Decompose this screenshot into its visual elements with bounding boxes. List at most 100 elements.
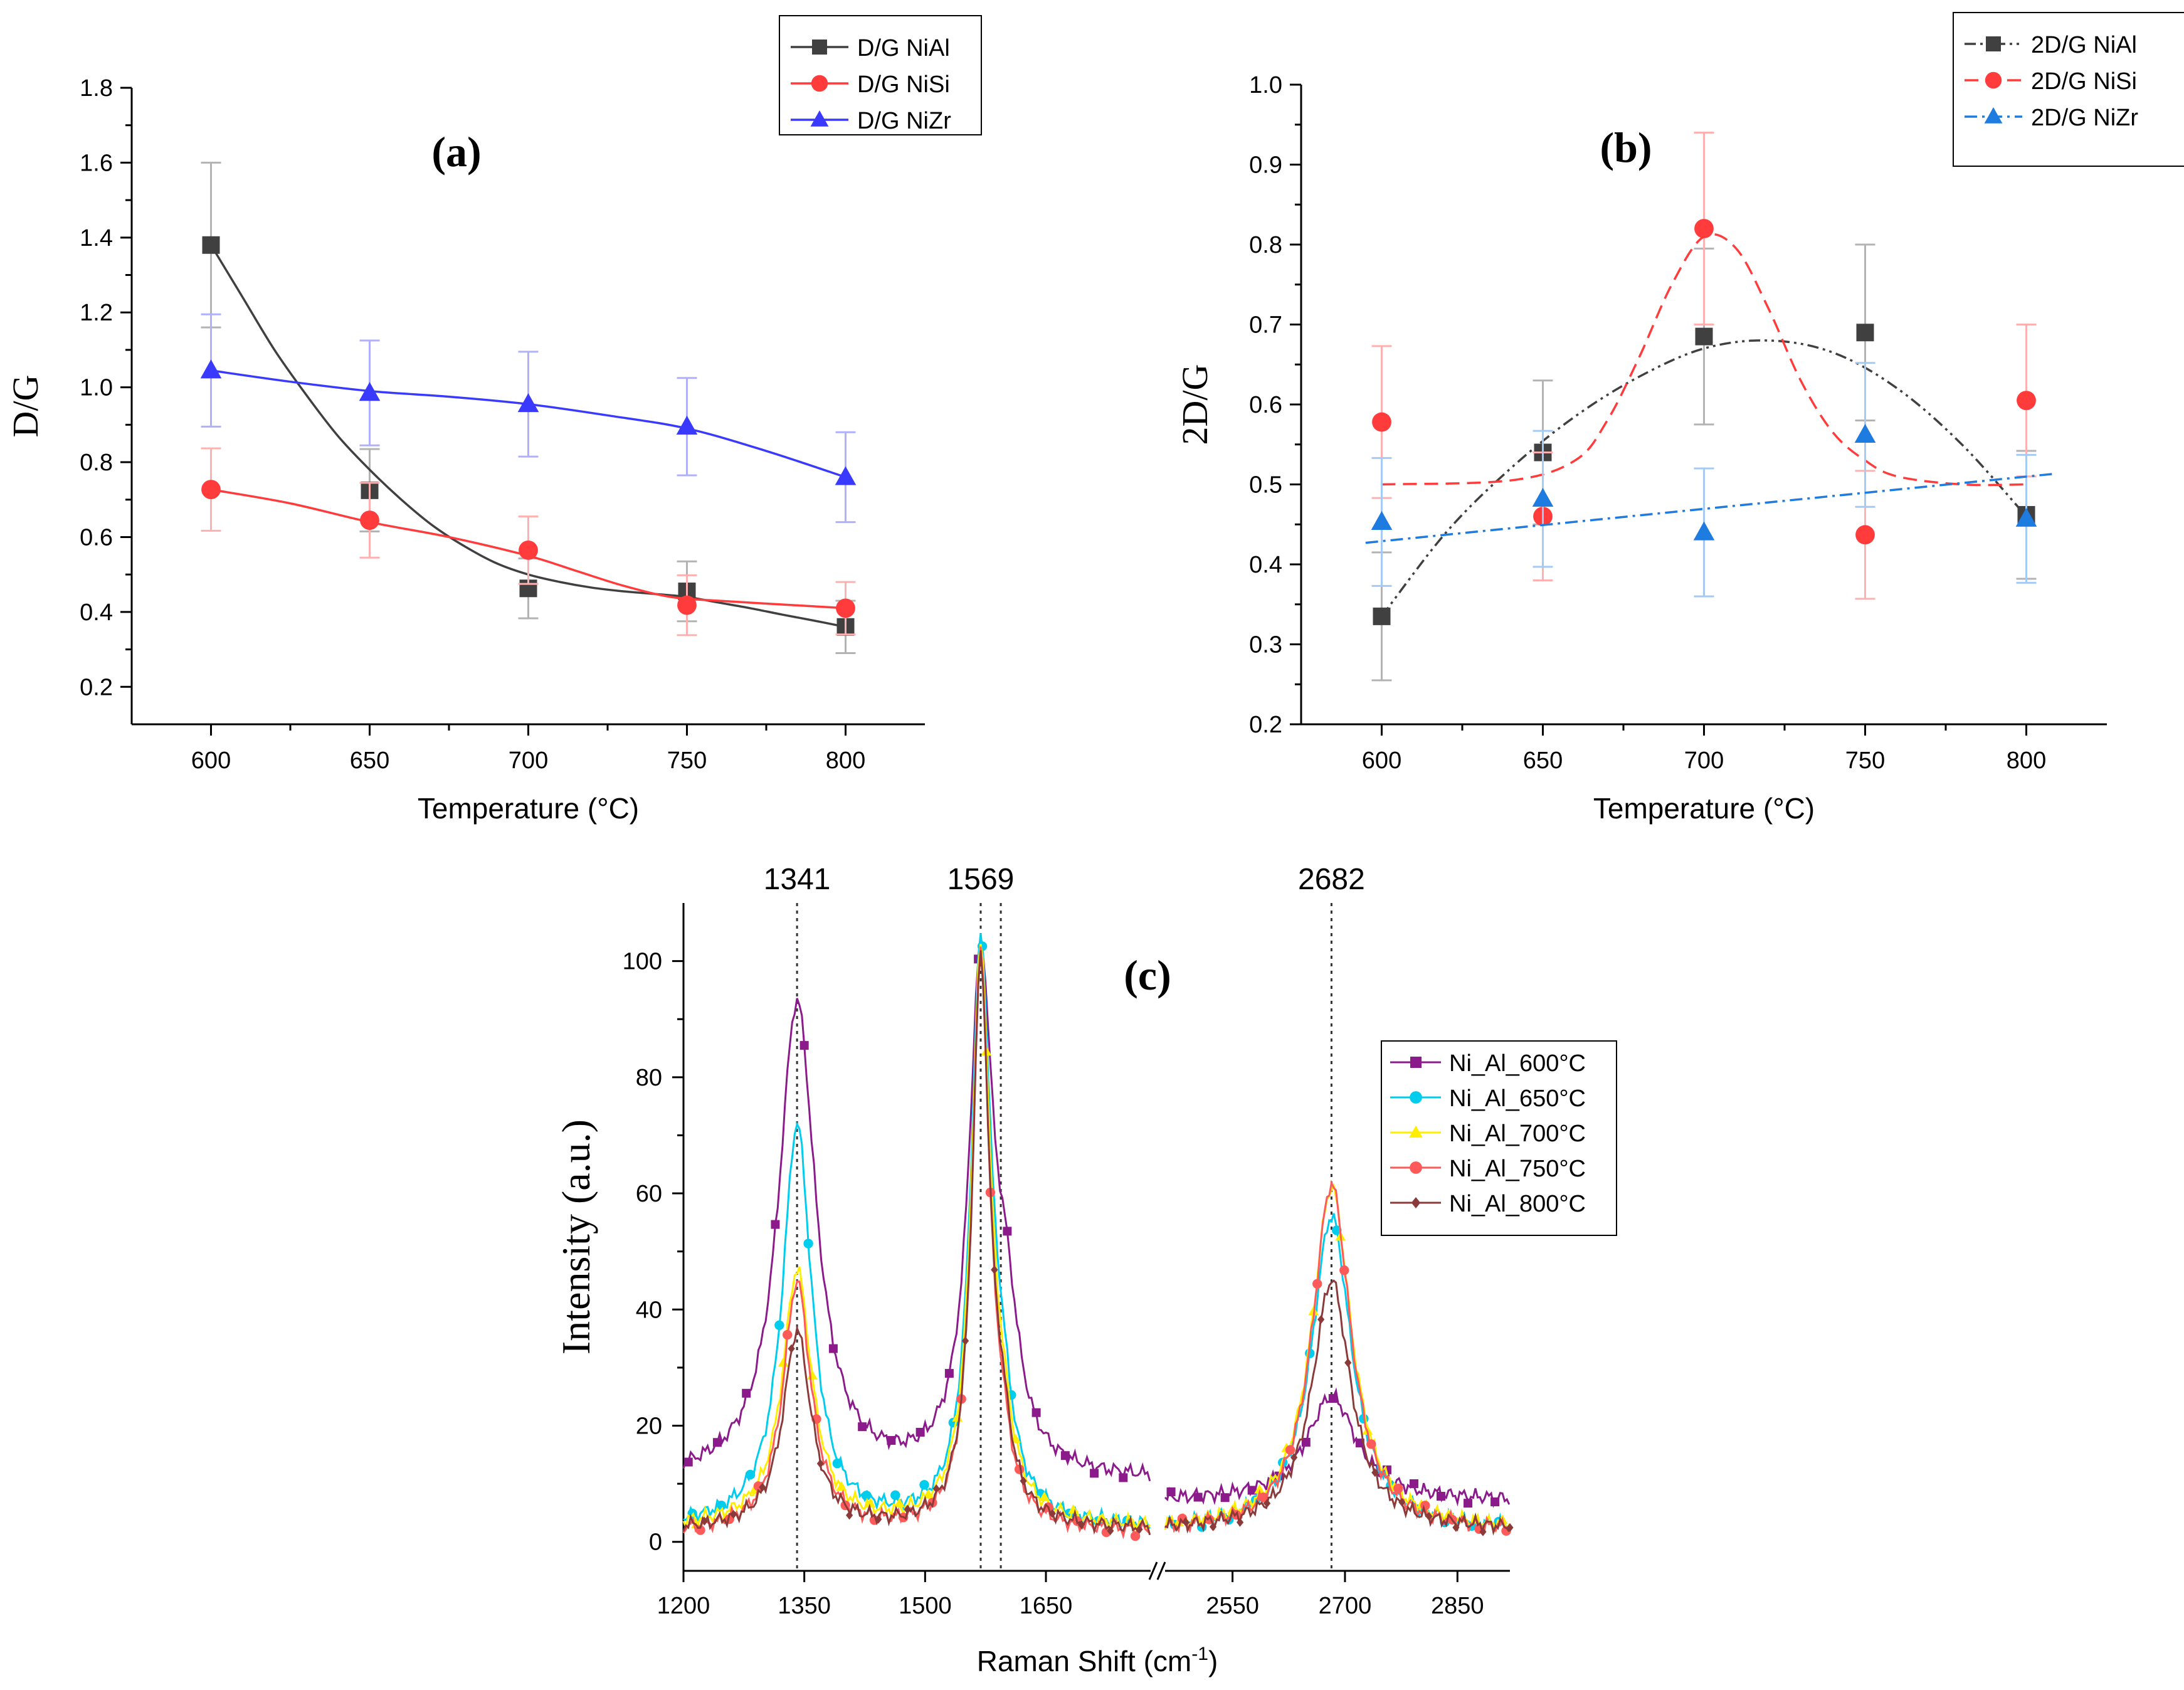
y-tick-label: 20 bbox=[636, 1413, 662, 1439]
spectrum-marker bbox=[944, 1369, 954, 1378]
legend-marker bbox=[1984, 107, 2003, 124]
series-2d-g-nizr bbox=[1365, 362, 2052, 598]
panel-c: 1200 1350 1500 1650 2550 2700 2850 0 20 40 60 80 100… bbox=[554, 863, 1617, 1677]
spectrum-marker bbox=[991, 1265, 998, 1274]
legend-marker bbox=[1986, 36, 2001, 51]
spectrum-marker bbox=[712, 1438, 722, 1447]
y-tick-label: 0 bbox=[649, 1529, 662, 1556]
spectrum-marker bbox=[923, 1489, 934, 1499]
spectrum-marker bbox=[865, 1497, 876, 1508]
x-tick-label: 800 bbox=[826, 747, 865, 774]
spectrum-marker bbox=[742, 1388, 751, 1398]
data-point bbox=[677, 595, 697, 615]
y-tick-label: 0.9 bbox=[1249, 152, 1282, 179]
legend-label: 2D/G NiAl bbox=[2031, 32, 2137, 58]
x-axis-label-main: Raman Shift (cm bbox=[977, 1645, 1192, 1677]
legend-label: D/G NiAl bbox=[857, 35, 950, 61]
legend-label: Ni_Al_650°C bbox=[1449, 1085, 1586, 1112]
data-point bbox=[1856, 324, 1874, 342]
x-tick-label: 2700 bbox=[1319, 1593, 1372, 1619]
legend-marker bbox=[810, 110, 829, 127]
spectrum-marker bbox=[1060, 1451, 1070, 1460]
spectrum-marker bbox=[904, 1505, 911, 1514]
spectrum-marker bbox=[1097, 1513, 1108, 1523]
y-tick-label: 0.4 bbox=[1249, 552, 1282, 578]
spectrum-marker bbox=[1263, 1499, 1271, 1508]
y-tick-label: 0.8 bbox=[80, 450, 113, 476]
spectrum-marker bbox=[858, 1422, 867, 1432]
series-2d-g-nisi bbox=[1371, 132, 2037, 600]
spectrum-marker bbox=[1039, 1491, 1050, 1501]
spectrum-marker bbox=[1393, 1483, 1403, 1494]
legend-label: Ni_Al_700°C bbox=[1449, 1121, 1586, 1147]
spectrum-line bbox=[1164, 1387, 1511, 1508]
legend-label: Ni_Al_750°C bbox=[1449, 1156, 1586, 1182]
spectrum-marker bbox=[759, 1482, 766, 1492]
legend: 2D/G NiAl 2D/G NiSi 2D/G NiZr bbox=[1953, 12, 2184, 167]
y-axis-label: Intensity (a.u.) bbox=[554, 1119, 598, 1355]
data-point bbox=[1854, 423, 1876, 443]
y-tick-label: 1.0 bbox=[1249, 72, 1282, 98]
spectrum-marker bbox=[1048, 1509, 1056, 1518]
x-tick-label: 1350 bbox=[778, 1593, 831, 1619]
legend: D/G NiAl D/G NiSi D/G NiZr bbox=[779, 15, 982, 135]
spectrum-marker bbox=[1130, 1531, 1141, 1541]
panel-title: (b) bbox=[1600, 124, 1652, 171]
spectrum-marker bbox=[1031, 1408, 1041, 1417]
spectrum-marker bbox=[716, 1500, 727, 1511]
spectrum-line bbox=[1164, 1279, 1511, 1536]
data-point bbox=[201, 480, 221, 500]
fit-curve bbox=[1381, 339, 2027, 617]
peak-label: 1341 bbox=[764, 863, 831, 896]
spectrum-marker bbox=[1173, 1517, 1184, 1527]
spectrum-marker bbox=[683, 1457, 693, 1467]
x-tick-label: 700 bbox=[1684, 747, 1724, 774]
series-d-g-nizr bbox=[200, 313, 857, 524]
y-tick-label: 0.2 bbox=[80, 674, 113, 700]
spectrum-marker bbox=[778, 1357, 789, 1367]
y-tick-label: 0.8 bbox=[1249, 232, 1282, 258]
spectrum-marker bbox=[1312, 1279, 1322, 1289]
data-point bbox=[1532, 487, 1554, 507]
spectrum-marker bbox=[1464, 1499, 1473, 1508]
spectrum-marker bbox=[890, 1490, 900, 1501]
spectrum-marker bbox=[1119, 1473, 1128, 1482]
y-tick-label: 1.0 bbox=[80, 375, 113, 401]
axis-break-mark bbox=[1148, 1561, 1158, 1580]
spectrum-marker bbox=[861, 1491, 872, 1501]
x-tick-label: 700 bbox=[509, 747, 548, 774]
y-tick-label: 40 bbox=[636, 1297, 662, 1323]
panel-b: 600 650 700 750 800 0.2 0.3 0.4 0.5 0.6 0.7 0.8 0.9 1… bbox=[1174, 12, 2184, 825]
spectrum-marker bbox=[1328, 1394, 1337, 1403]
x-tick-label: 1200 bbox=[657, 1593, 710, 1619]
spectrum-marker bbox=[788, 1344, 795, 1353]
legend-label: Ni_Al_600°C bbox=[1449, 1050, 1586, 1077]
spectrum-marker bbox=[816, 1459, 824, 1468]
spectrum-marker bbox=[1068, 1504, 1079, 1514]
data-point bbox=[200, 359, 222, 379]
data-point bbox=[360, 510, 379, 531]
x-axis-label: Temperature (°C) bbox=[418, 792, 639, 825]
spectrum-marker bbox=[832, 1458, 843, 1469]
x-tick-label: 2850 bbox=[1431, 1593, 1484, 1619]
data-point bbox=[676, 415, 698, 435]
legend-marker bbox=[1409, 1125, 1423, 1138]
legend-label: D/G NiSi bbox=[857, 71, 950, 98]
spectrum-marker bbox=[1090, 1469, 1099, 1478]
spectrum-marker bbox=[1301, 1437, 1311, 1447]
spectrum-marker bbox=[1258, 1492, 1269, 1503]
spectrum-marker bbox=[730, 1509, 737, 1519]
data-point bbox=[1693, 521, 1715, 541]
spectrum-marker bbox=[1409, 1479, 1418, 1488]
spectrum-marker bbox=[1490, 1497, 1500, 1506]
spectrum-marker bbox=[1371, 1468, 1379, 1477]
data-point bbox=[202, 236, 220, 254]
y-tick-label: 0.6 bbox=[80, 524, 113, 551]
legend-marker bbox=[1410, 1161, 1422, 1174]
x-axis-label-close: ) bbox=[1208, 1645, 1218, 1677]
spectrum-marker bbox=[919, 1480, 929, 1490]
spectrum-marker bbox=[1285, 1445, 1295, 1455]
axis-break-mark bbox=[1156, 1561, 1166, 1580]
spectrum-marker bbox=[1077, 1520, 1085, 1529]
